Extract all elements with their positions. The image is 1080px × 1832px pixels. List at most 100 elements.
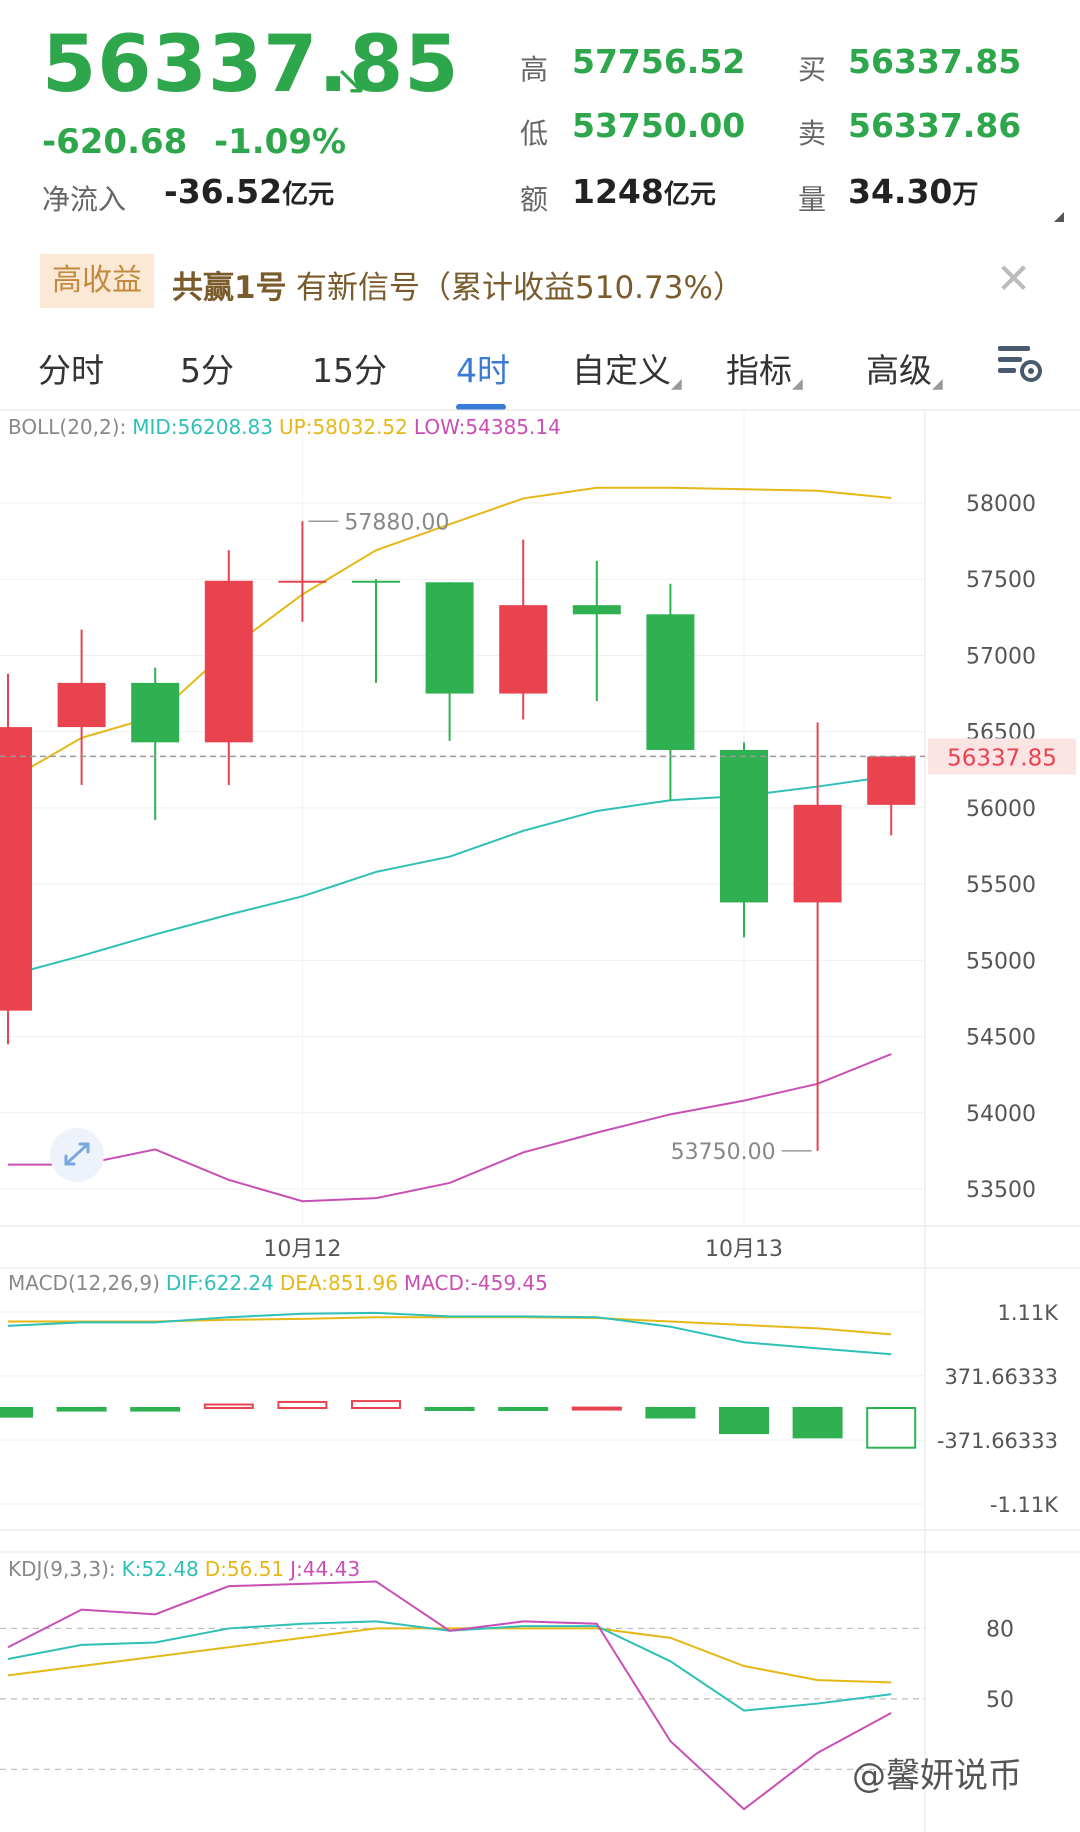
legend-item: UP:58032.52 xyxy=(279,415,408,439)
y-tick-label: 80 xyxy=(986,1617,1014,1642)
banner-tag[interactable]: 高收益 xyxy=(40,254,154,308)
sell-value: 56337.86 xyxy=(848,106,1022,145)
tab-timeshare[interactable]: 分时 xyxy=(38,344,104,392)
y-tick-label: 53500 xyxy=(966,1178,1036,1203)
candle-body xyxy=(499,605,548,694)
dropdown-triangle-icon: ◢ xyxy=(671,376,682,392)
current-price: 56337.85 xyxy=(42,20,460,110)
price-change: -620.68 xyxy=(42,122,188,162)
macd-bar xyxy=(203,1403,254,1409)
y-tick-label: 58000 xyxy=(966,492,1036,517)
legend-name: MACD(12,26,9) xyxy=(8,1271,160,1295)
low-label: 低 xyxy=(520,117,549,150)
macd-bar xyxy=(56,1407,107,1412)
volume: 34.30万 xyxy=(848,172,978,211)
tab-indicators[interactable]: 指标◢ xyxy=(726,344,803,392)
expand-icon[interactable] xyxy=(50,1128,104,1182)
candle-body xyxy=(572,605,621,615)
banner-strategy-name[interactable]: 共赢1号 xyxy=(172,270,287,306)
legend-item: LOW:54385.14 xyxy=(414,415,561,439)
macd-bar xyxy=(351,1400,401,1409)
tab-advanced[interactable]: 高级◢ xyxy=(866,344,943,392)
sell-label: 卖 xyxy=(798,117,827,150)
tab-label: 自定义 xyxy=(572,351,671,390)
amount-unit: 亿元 xyxy=(663,180,716,210)
macd-bar xyxy=(866,1407,917,1449)
tab-label: 15分 xyxy=(312,351,387,390)
price-change-pct: -1.09% xyxy=(214,122,347,162)
amount: 1248亿元 xyxy=(572,172,716,211)
watermark: @馨妍说币 xyxy=(852,1756,1022,1796)
candle-body xyxy=(425,582,474,694)
volume-label: 量 xyxy=(798,183,827,216)
candle-body xyxy=(57,682,106,728)
amount-label: 额 xyxy=(520,183,549,216)
y-tick-label: 55500 xyxy=(966,873,1036,898)
legend-name: BOLL(20,2): xyxy=(8,415,126,439)
y-tick-label: 50 xyxy=(986,1688,1014,1713)
boll-lower-line xyxy=(8,1053,892,1203)
y-tick-label: 1.11K xyxy=(997,1301,1059,1325)
dropdown-triangle-icon: ◢ xyxy=(932,376,943,392)
y-tick-label: 55000 xyxy=(966,949,1036,974)
high-value: 57756.52 xyxy=(572,42,746,81)
macd-bar xyxy=(277,1400,328,1409)
macd-bar xyxy=(571,1406,622,1411)
y-tick-label: 57500 xyxy=(966,568,1036,593)
candle-body xyxy=(646,614,695,750)
y-tick-label: 54500 xyxy=(966,1026,1036,1051)
tab-15min[interactable]: 15分 xyxy=(312,344,387,392)
candle-body xyxy=(352,580,400,583)
tab-custom[interactable]: 自定义◢ xyxy=(572,344,682,392)
candle-body xyxy=(204,580,253,743)
tab-label: 高级 xyxy=(866,351,932,390)
candle-body xyxy=(793,804,842,903)
legend-item: MID:56208.83 xyxy=(132,415,273,439)
y-tick-label: -371.66333 xyxy=(937,1429,1058,1453)
tab-5min[interactable]: 5分 xyxy=(180,344,234,392)
legend-item: K:52.48 xyxy=(122,1557,199,1581)
candle-body xyxy=(720,749,768,903)
volume-unit: 万 xyxy=(952,180,979,210)
legend-name: KDJ(9,3,3): xyxy=(8,1557,116,1581)
dea-line xyxy=(8,1316,892,1336)
tab-label: 4时 xyxy=(456,351,510,390)
macd-bar xyxy=(0,1407,33,1418)
candle-body xyxy=(0,727,32,1011)
y-tick-label: -1.11K xyxy=(990,1493,1059,1517)
kdj-d-line xyxy=(7,1627,892,1684)
macd-bar xyxy=(719,1407,769,1435)
low-value: 53750.00 xyxy=(572,106,746,145)
amount-value: 1248 xyxy=(572,172,664,211)
tab-4h[interactable]: 4时 xyxy=(456,344,510,392)
close-icon[interactable]: ✕ xyxy=(996,254,1032,303)
legend: BOLL(20,2): MID:56208.83 UP:58032.52 LOW:54… xyxy=(8,415,561,439)
chart-settings-icon[interactable] xyxy=(996,342,1044,386)
min-price-label: 53750.00 xyxy=(671,1140,776,1165)
y-tick-label: 56000 xyxy=(966,797,1036,822)
y-tick-label: 57000 xyxy=(966,644,1036,669)
candle-body xyxy=(131,682,180,743)
volume-value: 34.30 xyxy=(848,172,953,211)
buy-label: 买 xyxy=(798,53,827,86)
kdj-k-line xyxy=(7,1620,892,1712)
max-price-label: 57880.00 xyxy=(344,510,449,535)
buy-value: 56337.85 xyxy=(848,42,1022,81)
net-inflow-unit: 亿元 xyxy=(282,180,335,210)
dropdown-triangle-icon: ◢ xyxy=(792,376,803,392)
macd-bar xyxy=(645,1407,696,1419)
dif-line xyxy=(7,1311,892,1356)
candle-body xyxy=(278,580,327,583)
banner-text[interactable]: 有新信号（累计收益510.73%） xyxy=(296,270,744,306)
legend-item: MACD:-459.45 xyxy=(404,1271,548,1295)
legend: MACD(12,26,9) DIF:622.24 DEA:851.96 MACD:-4… xyxy=(8,1271,548,1295)
net-inflow-label: 净流入 xyxy=(42,183,127,216)
tab-label: 5分 xyxy=(180,351,234,390)
net-inflow-value: -36.52 xyxy=(164,172,283,211)
macd-bar xyxy=(792,1407,843,1439)
x-tick-label: 10月12 xyxy=(263,1237,341,1262)
legend-item: DIF:622.24 xyxy=(166,1271,274,1295)
macd-bar xyxy=(130,1407,181,1412)
current-price-tag xyxy=(928,738,1076,775)
